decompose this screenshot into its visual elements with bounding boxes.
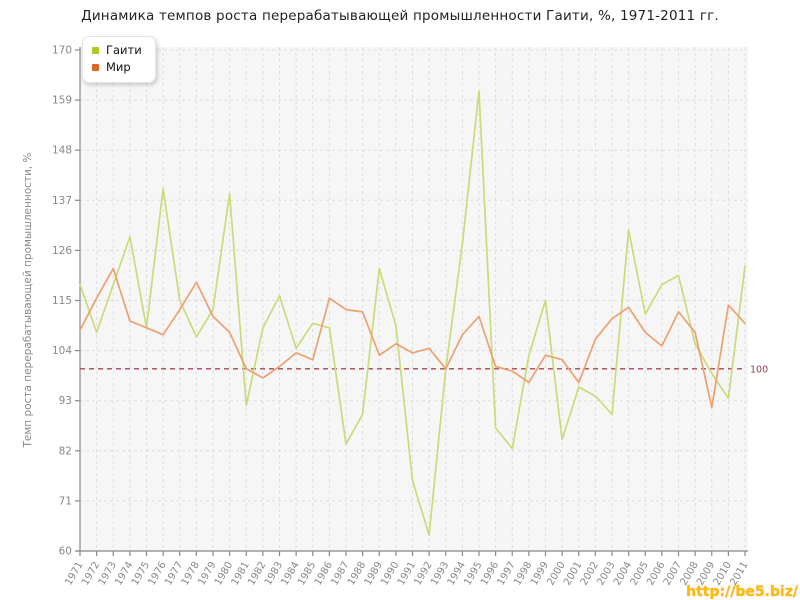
y-tick-label: 104	[52, 345, 72, 357]
legend-label-world: Мир	[106, 60, 131, 74]
legend-label-haiti: Гаити	[106, 43, 142, 57]
y-tick-label: 60	[59, 546, 72, 558]
y-tick-label: 93	[59, 395, 72, 407]
series-line-haiti	[79, 90, 746, 536]
y-tick-label: 115	[52, 295, 72, 307]
y-tick-label: 137	[52, 195, 72, 207]
y-tick-label: 126	[52, 245, 72, 257]
y-tick-label: 148	[52, 145, 72, 157]
y-tick-label: 170	[52, 45, 72, 57]
chart-title: Динамика темпов роста перерабатывающей п…	[81, 8, 719, 24]
y-tick-label: 159	[52, 95, 72, 107]
plot-background	[80, 47, 748, 551]
series-line-world	[79, 267, 746, 409]
reference-line-label: 100	[750, 364, 768, 375]
watermark-link[interactable]: http://be5.biz/	[686, 584, 798, 600]
legend: Гаити Мир	[82, 36, 156, 83]
haiti-series-marker	[92, 47, 99, 54]
legend-item-world: Мир	[92, 59, 142, 76]
world-series-marker	[92, 64, 99, 71]
y-tick-label: 71	[59, 495, 72, 507]
y-tick-label: 82	[59, 445, 72, 457]
legend-item-haiti: Гаити	[92, 42, 142, 59]
